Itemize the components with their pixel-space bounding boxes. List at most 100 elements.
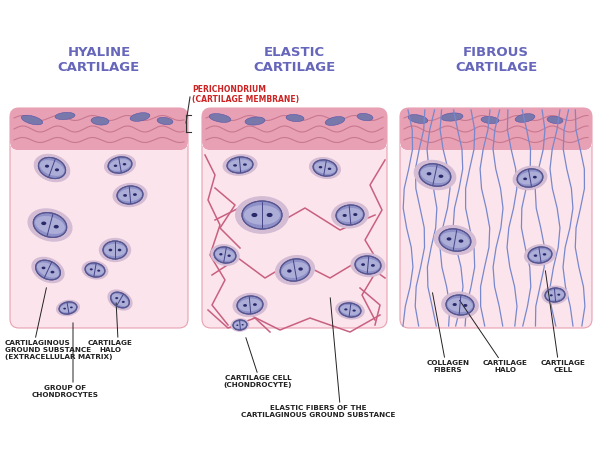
Ellipse shape <box>439 229 471 251</box>
Ellipse shape <box>238 299 262 311</box>
Ellipse shape <box>512 166 547 190</box>
Ellipse shape <box>28 208 73 242</box>
Ellipse shape <box>340 305 360 315</box>
Ellipse shape <box>104 244 126 256</box>
Ellipse shape <box>550 294 553 297</box>
Ellipse shape <box>481 117 499 124</box>
FancyBboxPatch shape <box>400 108 592 150</box>
Text: CARTILAGE
HALO: CARTILAGE HALO <box>88 340 133 353</box>
Ellipse shape <box>314 162 335 174</box>
Ellipse shape <box>223 154 257 176</box>
Ellipse shape <box>309 157 341 179</box>
Ellipse shape <box>458 239 463 243</box>
Text: ELASTIC
CARTILAGE: ELASTIC CARTILAGE <box>253 46 335 74</box>
Text: HYALINE
CARTILAGE: HYALINE CARTILAGE <box>58 46 140 74</box>
Ellipse shape <box>547 117 563 124</box>
Ellipse shape <box>35 216 65 234</box>
Ellipse shape <box>434 225 476 255</box>
Ellipse shape <box>55 112 75 120</box>
Ellipse shape <box>210 244 240 266</box>
Ellipse shape <box>215 249 235 261</box>
Ellipse shape <box>109 159 131 171</box>
Ellipse shape <box>361 263 365 266</box>
Ellipse shape <box>515 114 535 122</box>
Ellipse shape <box>33 212 67 238</box>
Text: CARTILAGE
CELL: CARTILAGE CELL <box>541 360 586 373</box>
Ellipse shape <box>524 244 556 266</box>
Ellipse shape <box>517 169 543 187</box>
Ellipse shape <box>118 189 142 201</box>
Ellipse shape <box>242 324 244 325</box>
Ellipse shape <box>235 196 289 234</box>
Ellipse shape <box>286 114 304 122</box>
Ellipse shape <box>31 256 65 284</box>
Ellipse shape <box>112 183 148 207</box>
Ellipse shape <box>266 213 272 217</box>
Bar <box>202 142 387 146</box>
Ellipse shape <box>41 266 46 269</box>
Ellipse shape <box>408 115 428 123</box>
Ellipse shape <box>331 202 369 229</box>
Ellipse shape <box>133 193 137 196</box>
Ellipse shape <box>234 321 246 328</box>
Ellipse shape <box>40 160 64 176</box>
Ellipse shape <box>35 260 61 280</box>
Ellipse shape <box>56 300 80 316</box>
Ellipse shape <box>313 160 337 176</box>
Bar <box>10 142 188 146</box>
Ellipse shape <box>251 213 257 217</box>
Ellipse shape <box>115 297 118 299</box>
Ellipse shape <box>343 214 347 217</box>
Ellipse shape <box>85 263 105 277</box>
Ellipse shape <box>463 304 467 307</box>
Ellipse shape <box>219 253 223 256</box>
Ellipse shape <box>533 254 537 257</box>
Ellipse shape <box>441 292 479 319</box>
Ellipse shape <box>421 167 449 183</box>
Text: FIBROUS
CARTILAGE: FIBROUS CARTILAGE <box>455 46 537 74</box>
Ellipse shape <box>287 270 292 273</box>
Ellipse shape <box>529 249 551 261</box>
Ellipse shape <box>543 253 547 256</box>
Ellipse shape <box>227 157 253 173</box>
Ellipse shape <box>298 267 303 270</box>
Ellipse shape <box>280 259 310 281</box>
Ellipse shape <box>38 158 65 179</box>
FancyBboxPatch shape <box>202 108 387 150</box>
Ellipse shape <box>448 298 473 312</box>
Ellipse shape <box>528 247 552 263</box>
Ellipse shape <box>122 301 125 303</box>
Ellipse shape <box>227 255 231 257</box>
Ellipse shape <box>339 303 361 317</box>
Ellipse shape <box>122 163 126 166</box>
Ellipse shape <box>325 117 345 126</box>
FancyBboxPatch shape <box>202 108 387 328</box>
Ellipse shape <box>37 262 59 278</box>
Ellipse shape <box>209 113 231 122</box>
Text: COLLAGEN
FIBERS: COLLAGEN FIBERS <box>427 360 470 373</box>
FancyBboxPatch shape <box>202 108 387 150</box>
Ellipse shape <box>441 113 463 121</box>
Ellipse shape <box>244 205 280 225</box>
Ellipse shape <box>230 318 250 332</box>
Ellipse shape <box>350 253 386 277</box>
Ellipse shape <box>413 160 457 190</box>
Ellipse shape <box>545 288 565 302</box>
Ellipse shape <box>90 268 93 270</box>
Ellipse shape <box>245 117 265 125</box>
FancyBboxPatch shape <box>10 108 188 328</box>
Ellipse shape <box>114 165 118 167</box>
Ellipse shape <box>236 324 238 326</box>
Ellipse shape <box>243 163 247 166</box>
Ellipse shape <box>97 270 100 272</box>
Ellipse shape <box>446 295 474 315</box>
Ellipse shape <box>237 296 263 314</box>
Ellipse shape <box>533 176 537 179</box>
FancyBboxPatch shape <box>10 108 188 150</box>
Ellipse shape <box>243 304 247 307</box>
Ellipse shape <box>41 221 46 225</box>
Ellipse shape <box>328 167 331 170</box>
Ellipse shape <box>108 157 132 173</box>
Ellipse shape <box>232 293 268 317</box>
Ellipse shape <box>34 154 70 182</box>
